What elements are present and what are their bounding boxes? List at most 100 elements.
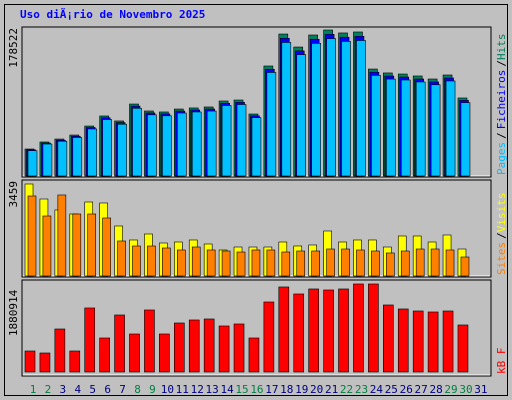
bar [102, 217, 111, 277]
bar [203, 318, 215, 373]
bar [311, 250, 320, 277]
x-tick-label: 31 [474, 383, 487, 396]
bar [144, 309, 155, 373]
bar [129, 333, 140, 373]
bar [281, 251, 291, 277]
chart-title: Uso diÃ¡rio de Novembro 2025 [20, 8, 205, 21]
bar [248, 337, 260, 373]
bar [188, 319, 200, 373]
y-tick-label: 1880914 [7, 289, 20, 336]
x-tick-label: 24 [370, 383, 384, 396]
bar [84, 307, 96, 373]
legend-separator: / [495, 232, 508, 239]
bar [263, 301, 275, 373]
bar [460, 102, 471, 177]
bar [132, 245, 141, 277]
bar [353, 283, 364, 373]
bar [221, 250, 231, 277]
bar [87, 213, 97, 277]
bar [132, 107, 142, 177]
bar [87, 128, 98, 177]
bar [218, 325, 230, 373]
bar [341, 41, 351, 177]
bar [147, 114, 157, 177]
bar [427, 311, 439, 373]
bar [114, 314, 125, 373]
bar [191, 246, 201, 277]
x-tick-label: 28 [429, 383, 442, 396]
bar [460, 256, 470, 277]
x-tick-label: 3 [60, 383, 67, 396]
legend-entry: Hits [495, 34, 508, 61]
bar [442, 310, 454, 373]
x-tick-label: 20 [310, 383, 323, 396]
bar [24, 350, 36, 373]
bar [371, 75, 381, 177]
x-tick-label: 16 [250, 383, 263, 396]
bar [42, 215, 52, 277]
bar [117, 240, 126, 277]
x-tick-label: 10 [161, 383, 174, 396]
x-tick-label: 15 [235, 383, 248, 396]
bar [383, 304, 394, 373]
bar [72, 213, 82, 277]
x-tick-label: 2 [45, 383, 52, 396]
bar [69, 350, 81, 373]
x-tick-label: 27 [415, 383, 428, 396]
bar [159, 333, 170, 373]
x-tick-label: 8 [134, 383, 141, 396]
y-tick-label: 178522 [7, 28, 20, 68]
legend-separator: / [495, 132, 508, 139]
bar [293, 293, 305, 373]
x-tick-label: 11 [176, 383, 189, 396]
bar [42, 143, 53, 177]
bar [386, 78, 396, 177]
bar [174, 322, 185, 373]
bar [54, 328, 66, 373]
bar [397, 308, 409, 373]
bar [430, 248, 440, 277]
bar [177, 112, 187, 177]
bar [371, 250, 380, 277]
bar [72, 137, 83, 177]
x-tick-label: 9 [149, 383, 156, 396]
bar [206, 110, 217, 177]
bar [445, 249, 455, 277]
bar [326, 38, 336, 177]
x-tick-label: 29 [444, 383, 457, 396]
bar [147, 245, 156, 277]
bar [341, 248, 350, 277]
bar [415, 81, 426, 177]
bar [177, 249, 186, 277]
bar [266, 72, 277, 177]
bar [236, 251, 246, 277]
x-tick-label: 23 [355, 383, 368, 396]
bar [236, 104, 247, 177]
bar [412, 310, 424, 373]
bar [27, 195, 37, 277]
x-tick-label: 6 [104, 383, 111, 396]
legend-entry: Pages [495, 142, 508, 175]
bar [39, 352, 51, 373]
bar [308, 288, 319, 373]
bar [356, 40, 366, 177]
x-tick-label: 26 [400, 383, 413, 396]
x-tick-label: 21 [325, 383, 338, 396]
bar [117, 123, 127, 177]
x-tick-label: 5 [89, 383, 96, 396]
bar [415, 248, 425, 277]
bar [191, 111, 202, 177]
bar [162, 115, 172, 177]
bar [400, 250, 410, 277]
bar [338, 288, 349, 373]
bar [368, 283, 379, 373]
x-tick-label: 13 [206, 383, 219, 396]
bar [457, 324, 469, 373]
bar [221, 105, 232, 177]
bar [233, 323, 245, 373]
legend: kB F [495, 348, 508, 375]
x-tick-label: 14 [220, 383, 234, 396]
bar [206, 249, 216, 277]
bar [430, 84, 441, 177]
